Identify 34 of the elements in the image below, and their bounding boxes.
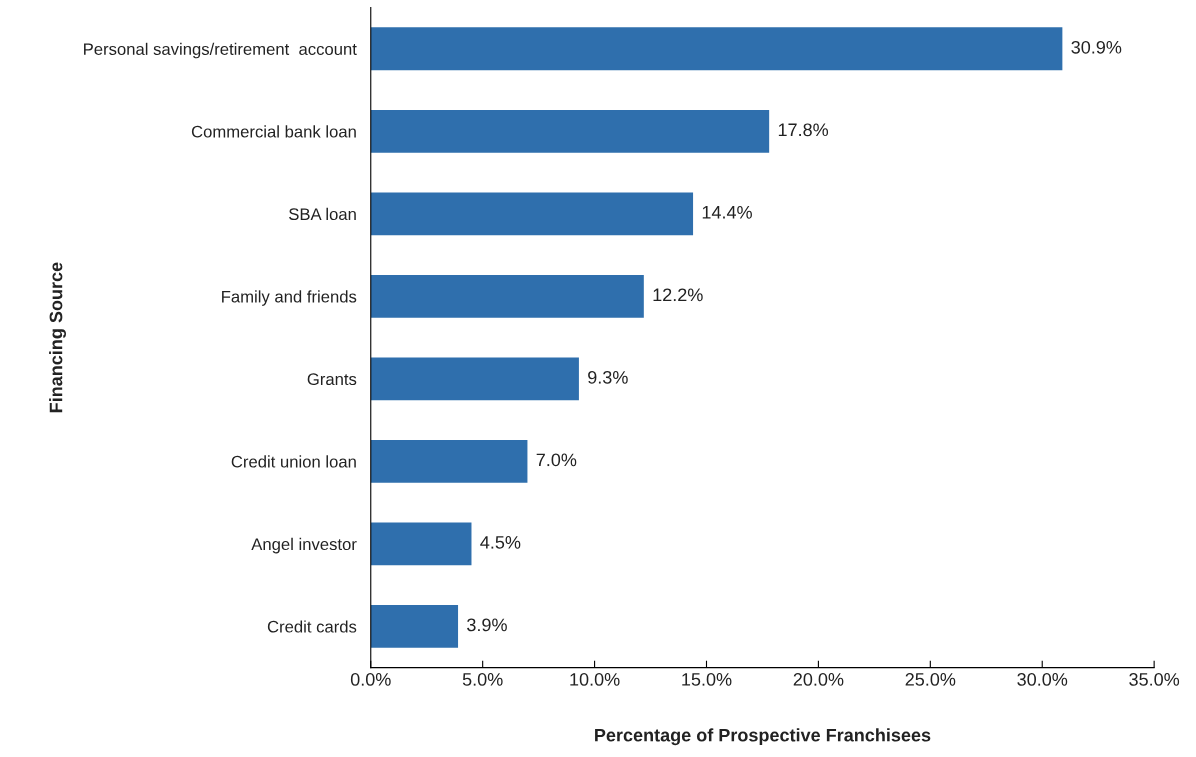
y-tick-label: Family and friends	[222, 290, 357, 306]
bar	[370, 522, 472, 566]
data-label: 14.4%	[702, 205, 752, 219]
data-label: 30.9%	[1071, 40, 1122, 54]
bar	[370, 604, 459, 648]
y-tick-label: Grants	[307, 373, 357, 386]
x-tick-label: 35.0%	[1129, 673, 1180, 686]
y-tick-label: SBA loan	[289, 207, 356, 221]
x-tick-label: 15.0%	[682, 673, 732, 686]
bar	[370, 27, 1063, 71]
y-tick-label: Personal savings/retirement account	[84, 42, 357, 59]
data-label: 9.3%	[588, 370, 628, 384]
bar	[370, 274, 644, 318]
data-label: 4.5%	[480, 536, 521, 549]
y-tick-label: Commercial bank loan	[191, 125, 356, 138]
bar	[370, 357, 579, 401]
bar	[370, 109, 770, 153]
x-axis-title: Percentage of Prospective Franchisees	[595, 728, 931, 746]
bar	[370, 439, 528, 483]
x-tick-label: 20.0%	[793, 673, 844, 686]
data-label: 12.2%	[653, 288, 703, 302]
x-tick-label: 10.0%	[570, 673, 620, 686]
x-tick-label: 25.0%	[905, 673, 956, 686]
x-tick-label: 5.0%	[462, 673, 503, 686]
y-axis-title: Financing Source	[49, 262, 67, 413]
data-label: 17.8%	[778, 123, 829, 137]
data-label: 7.0%	[536, 453, 577, 467]
x-tick-label: 30.0%	[1017, 673, 1068, 686]
data-label: 3.9%	[467, 618, 507, 632]
y-tick-label: Credit union loan	[231, 455, 356, 468]
y-tick-label: Angel investor	[251, 537, 357, 554]
bar	[370, 192, 694, 236]
x-tick-label: 0.0%	[350, 673, 391, 686]
y-tick-label: Credit cards	[267, 620, 357, 633]
